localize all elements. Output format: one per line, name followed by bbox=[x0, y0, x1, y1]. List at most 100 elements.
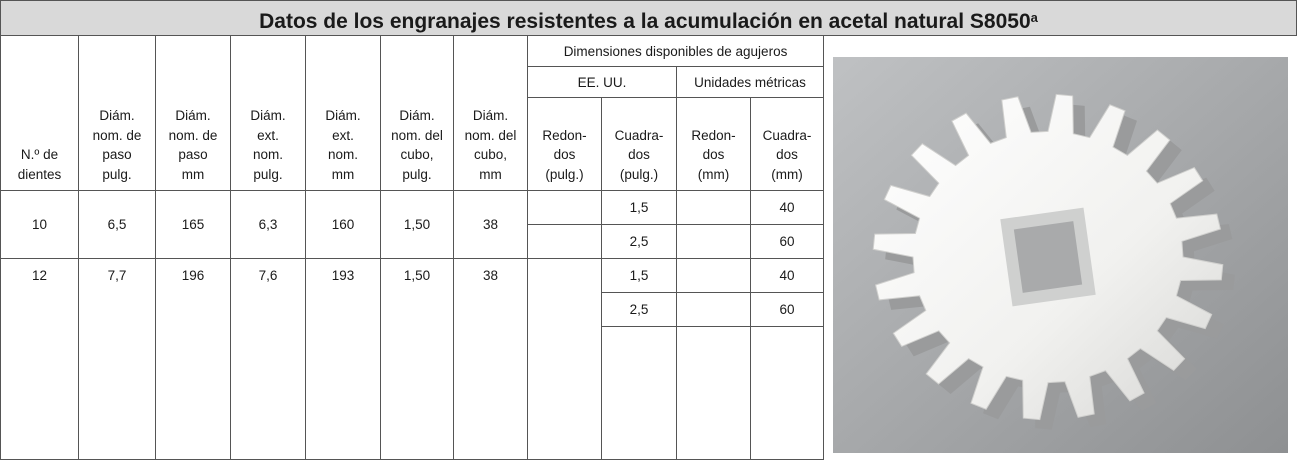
header-line: Cuadra- bbox=[614, 127, 664, 143]
header-line: ext. bbox=[257, 127, 279, 143]
header-line: (mm) bbox=[697, 166, 730, 182]
empty-cell bbox=[527, 190, 602, 225]
column-header: Diám. nom. del cubo, pulg. bbox=[380, 35, 454, 191]
cell: 196 bbox=[155, 258, 231, 460]
cell: 1,50 bbox=[380, 258, 454, 460]
data-table: N.º de dientes Diám. nom. de paso pulg. Diám. n… bbox=[0, 35, 825, 460]
cell: 40 bbox=[749, 190, 825, 225]
empty-cell bbox=[676, 292, 751, 327]
header-line: mm bbox=[479, 166, 502, 182]
column-header: Cuadra-dos (mm) bbox=[749, 97, 825, 191]
header-line: cubo, bbox=[400, 147, 434, 162]
header-line: nom. del bbox=[464, 127, 517, 143]
column-header: Diám. nom. de paso pulg. bbox=[78, 35, 156, 191]
cell: 40 bbox=[749, 258, 825, 293]
header-line: (mm) bbox=[771, 166, 803, 182]
header-line: Cuadra- bbox=[762, 127, 812, 143]
filler-row bbox=[1, 326, 825, 460]
cell: 6,3 bbox=[230, 190, 306, 259]
header-line: nom. de bbox=[92, 127, 142, 143]
header-line: Diám. bbox=[175, 108, 211, 123]
cell: 2,5 bbox=[601, 224, 677, 259]
header-line: dos bbox=[628, 147, 650, 162]
header-line: Diám. bbox=[472, 108, 509, 123]
header-line: Redon- bbox=[542, 127, 587, 143]
header-line: nom. de bbox=[168, 127, 218, 143]
column-header: N.º de dientes bbox=[0, 35, 79, 191]
cell: 7,6 bbox=[230, 258, 306, 460]
empty-cell bbox=[676, 326, 751, 460]
header-line: Diám. bbox=[250, 108, 286, 123]
header-line: Diám. bbox=[99, 108, 135, 123]
column-header: Redon-dos (mm) bbox=[676, 97, 751, 191]
header-line: ext. bbox=[332, 127, 354, 143]
header-line: dientes bbox=[17, 166, 62, 182]
empty-cell bbox=[676, 258, 751, 293]
header-line: pulg. bbox=[102, 166, 132, 182]
cell: 1,50 bbox=[380, 190, 454, 259]
header-line: nom. bbox=[327, 147, 358, 162]
cell: 2,5 bbox=[601, 292, 677, 327]
cell: 38 bbox=[453, 190, 528, 259]
header-line: N.º de bbox=[20, 147, 59, 162]
title-bar: Datos de los engranajes resistentes a la… bbox=[0, 0, 1297, 36]
empty-cell bbox=[601, 326, 677, 460]
header-line: Diám. bbox=[325, 108, 361, 123]
header-line: pulg. bbox=[402, 166, 432, 182]
header-line: paso bbox=[178, 147, 208, 162]
header-line: mm bbox=[181, 166, 205, 182]
header-line: paso bbox=[102, 147, 132, 162]
title: Datos de los engranajes resistentes a la… bbox=[259, 10, 1031, 33]
column-header: Cuadra-dos (pulg.) bbox=[601, 97, 677, 191]
header-row: Redon-dos (pulg.) Cuadra-dos (pulg.) Redon-d… bbox=[1, 97, 825, 191]
group-header: Dimensiones disponibles de agujeros bbox=[526, 35, 825, 67]
header-row: EE. UU. Unidades métricas bbox=[1, 66, 825, 98]
cell: 1,5 bbox=[601, 190, 677, 225]
cell: 12 bbox=[0, 258, 79, 460]
header-line: (pulg.) bbox=[545, 166, 584, 182]
empty-cell bbox=[676, 190, 751, 225]
empty-cell bbox=[527, 258, 602, 460]
header-line: pulg. bbox=[253, 166, 283, 182]
header-line: nom. bbox=[252, 147, 283, 162]
column-header: Redon-dos (pulg.) bbox=[527, 97, 602, 191]
header-line: nom. del bbox=[391, 127, 443, 143]
cell: 165 bbox=[155, 190, 231, 259]
header-line: cubo, bbox=[473, 147, 508, 162]
header-line: Diám. bbox=[399, 108, 435, 123]
gear-photo bbox=[833, 57, 1288, 453]
empty-cell bbox=[676, 224, 751, 259]
cell: 6,5 bbox=[78, 190, 156, 259]
gear-hole-inner bbox=[1013, 221, 1083, 293]
cell: 1,5 bbox=[601, 258, 677, 293]
cell: 193 bbox=[305, 258, 381, 460]
empty-cell bbox=[749, 326, 825, 460]
cell: 10 bbox=[0, 190, 79, 259]
header-row: N.º de dientes Diám. nom. de paso pulg. Diám. n… bbox=[0, 35, 825, 191]
header-line: dos bbox=[553, 147, 576, 162]
cell: 38 bbox=[453, 258, 528, 460]
subgroup-header: EE. UU. bbox=[527, 66, 677, 98]
header-line: Redon- bbox=[691, 127, 736, 143]
header-line: (pulg.) bbox=[619, 166, 659, 182]
header-line: mm bbox=[331, 166, 355, 182]
column-header: Diám. nom. del cubo, mm bbox=[453, 35, 528, 191]
cell: 60 bbox=[749, 292, 825, 327]
data-row: 10 6,5 165 6,3 160 1,50 38 1,5 40 bbox=[0, 190, 825, 259]
empty-cell bbox=[527, 224, 602, 259]
data-row: 2,5 60 bbox=[1, 224, 825, 259]
column-header: Diám. ext. nom. mm bbox=[305, 35, 381, 191]
gear bbox=[872, 93, 1235, 430]
cell: 60 bbox=[749, 224, 825, 259]
header-line: dos bbox=[702, 147, 725, 162]
data-row: 2,5 60 bbox=[1, 292, 825, 327]
title-sup: a bbox=[1030, 10, 1038, 25]
subgroup-header: Unidades métricas bbox=[675, 66, 825, 98]
column-header: Diám. ext. nom. pulg. bbox=[230, 35, 306, 191]
header-line: dos bbox=[776, 147, 798, 162]
cell: 7,7 bbox=[78, 258, 156, 460]
data-row: 12 7,7 196 7,6 193 1,50 38 1,5 40 bbox=[0, 258, 825, 460]
column-header: Diám. nom. de paso mm bbox=[155, 35, 231, 191]
cell: 160 bbox=[305, 190, 381, 259]
